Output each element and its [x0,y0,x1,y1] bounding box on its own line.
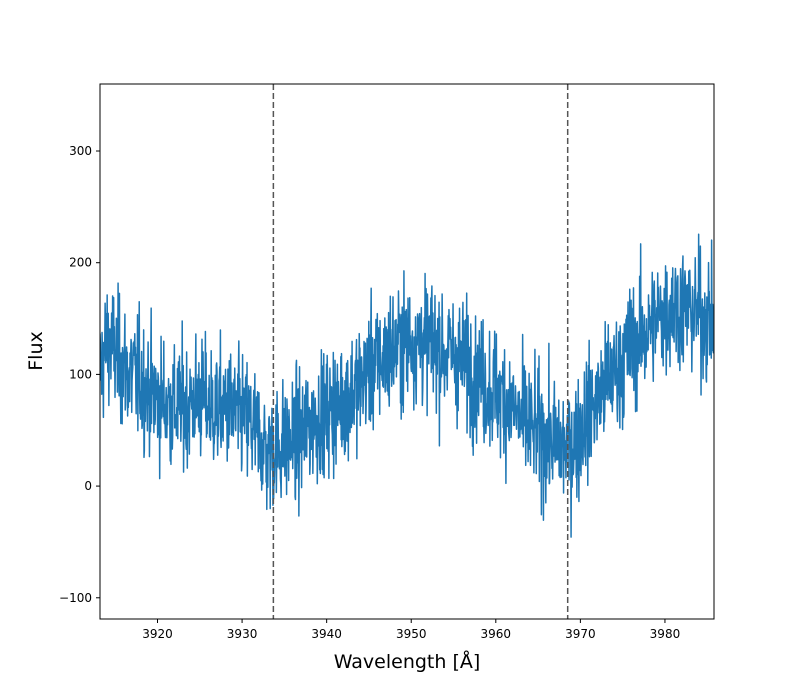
x-tick-label: 3930 [227,627,258,641]
plot-area [100,84,714,619]
x-axis: 3920 3930 3940 3950 3960 3970 3980 [142,619,680,641]
x-tick-label: 3980 [650,627,681,641]
x-axis-title: Wavelength [Å] [334,650,481,673]
y-axis: −100 0 100 200 300 [59,144,100,605]
y-tick-label: −100 [59,591,92,605]
spectrum-line [100,233,714,538]
x-tick-label: 3970 [565,627,596,641]
x-tick-label: 3950 [396,627,427,641]
y-axis-title: Flux [25,331,47,371]
x-tick-label: 3940 [311,627,342,641]
x-tick-label: 3960 [481,627,512,641]
y-tick-label: 300 [69,144,92,158]
y-tick-label: 100 [69,367,92,381]
axes-frame [99,83,715,620]
x-tick-label: 3920 [142,627,173,641]
y-tick-label: 200 [69,256,92,270]
y-tick-label: 0 [84,479,92,493]
